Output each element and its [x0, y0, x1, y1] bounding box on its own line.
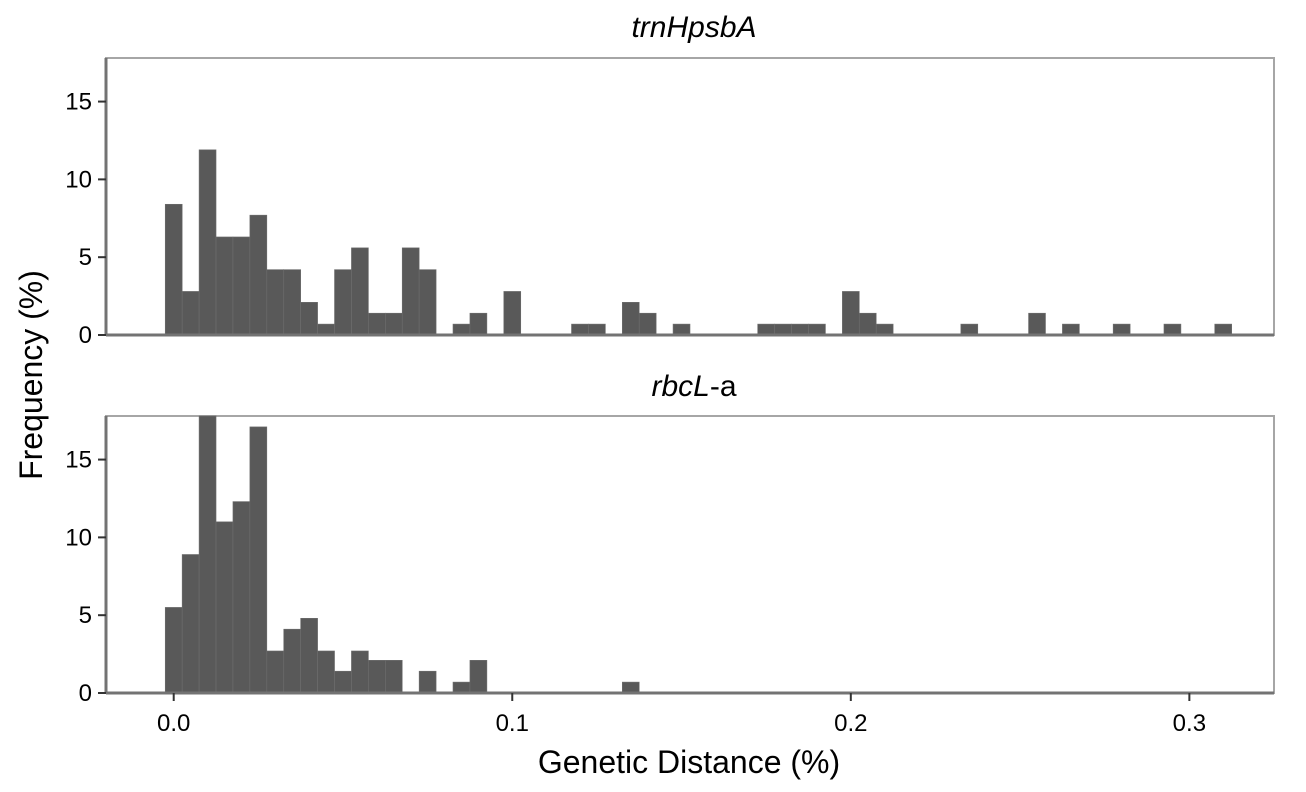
histogram-bar [774, 323, 792, 336]
bars-trnhpsba [164, 149, 1232, 336]
histogram-bar [368, 660, 386, 694]
histogram-bar [232, 236, 251, 336]
histogram-bar [757, 323, 775, 336]
histogram-bar [571, 323, 589, 336]
histogram-bar [401, 247, 420, 336]
histogram-bar [181, 291, 200, 336]
histogram-bar [368, 312, 386, 336]
histogram-bar [300, 302, 318, 336]
histogram-bar [1163, 323, 1182, 336]
histogram-bar [960, 323, 979, 336]
x-axis-title: Genetic Distance (%) [538, 744, 840, 780]
histogram-bar [317, 323, 335, 336]
y-tick-label: 5 [79, 244, 92, 271]
title-part: rbcL [651, 370, 709, 403]
histogram-bar [1112, 323, 1131, 336]
histogram-bar [588, 323, 606, 336]
histogram-bar [351, 650, 369, 694]
histogram-bar [164, 607, 183, 694]
histogram-bar [198, 149, 217, 336]
histogram-bar [215, 521, 234, 694]
histogram-bar [384, 660, 403, 694]
histogram-bar [452, 681, 471, 694]
y-tick-label: 0 [79, 322, 92, 349]
x-tick-label: 0.0 [157, 710, 190, 737]
histogram-bar [300, 617, 318, 694]
y-tick-label: 10 [65, 524, 92, 551]
histogram-bar [1214, 323, 1232, 336]
x-tick-label: 0.2 [834, 710, 867, 737]
histogram-bar [469, 660, 488, 694]
title-part: -a [710, 370, 737, 403]
panel-trnhpsba: trnHpsbA 0 5 10 15 [65, 11, 1275, 349]
y-tick-label: 15 [65, 447, 92, 474]
histogram-bar [351, 247, 369, 336]
y-ticks-trnhpsba: 0 5 10 15 [65, 89, 106, 349]
histogram-bar [858, 312, 877, 336]
histogram-bar [249, 214, 268, 336]
histogram-bar [164, 203, 183, 336]
panel-title-trnhpsba: trnHpsbA [631, 11, 756, 44]
x-tick-label: 0.1 [496, 710, 529, 737]
bars-rbcl-a [164, 415, 640, 694]
histogram-bar [418, 670, 437, 694]
histogram-bar [266, 650, 285, 694]
histogram-bar [842, 291, 860, 336]
x-ticks: 0.0 0.1 0.2 0.3 [157, 693, 1206, 737]
histogram-bar [181, 554, 200, 694]
histogram-bar [621, 681, 640, 694]
histogram-bar [1028, 312, 1046, 336]
histogram-bar [808, 323, 826, 336]
title-part: trnHpsbA [631, 11, 756, 44]
histogram-bar [283, 628, 301, 694]
x-tick-label: 0.3 [1173, 710, 1206, 737]
histogram-bar [621, 302, 640, 336]
histogram-bar [215, 236, 234, 336]
histogram-bar [791, 323, 809, 336]
histogram-bar [875, 323, 894, 336]
y-tick-label: 0 [79, 680, 92, 707]
histogram-bar [672, 323, 691, 336]
histogram-bar [317, 650, 335, 694]
y-axis-title: Frequency (%) [13, 270, 49, 480]
histogram-bar [266, 269, 285, 336]
y-tick-label: 10 [65, 166, 92, 193]
histogram-bar [334, 269, 352, 336]
histogram-bar [283, 269, 301, 336]
y-tick-label: 5 [79, 602, 92, 629]
histogram-bar [232, 501, 251, 694]
histogram-bar [418, 269, 437, 336]
histogram-bar [334, 670, 352, 694]
histogram-bar [1062, 323, 1080, 336]
panel-title-rbcl-a: rbcL-a [651, 370, 736, 403]
histogram-bar [503, 291, 522, 336]
y-tick-label: 15 [65, 89, 92, 116]
y-ticks-rbcl-a: 0 5 10 15 [65, 447, 106, 707]
histogram-bar [198, 415, 217, 694]
histogram-bar [384, 312, 403, 336]
histogram-bar [469, 312, 488, 336]
panel-rbcl-a: rbcL-a 0 5 10 15 0.0 0.1 0.2 0.3 [65, 370, 1275, 737]
histogram-bar [452, 323, 471, 336]
histogram-bar [249, 426, 268, 694]
histogram-bar [638, 312, 657, 336]
